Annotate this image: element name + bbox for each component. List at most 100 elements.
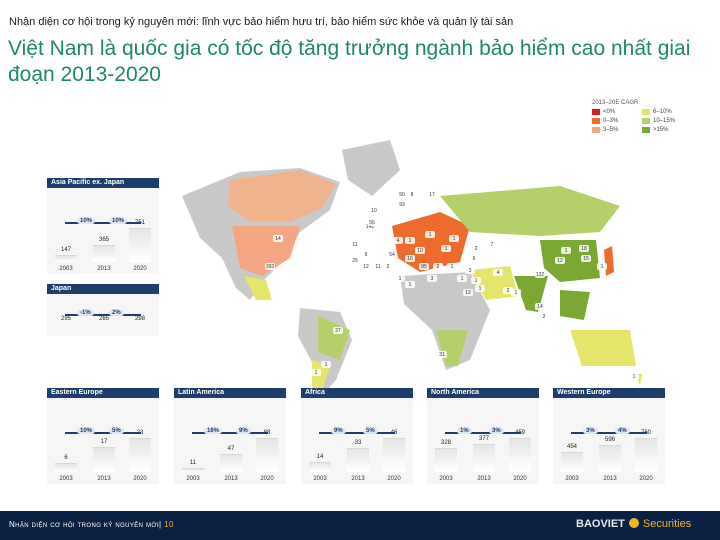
map-value-label: 1: [445, 246, 448, 252]
panel-title: Africa: [301, 388, 413, 398]
panel-chart: 1420033320134620209%5%: [301, 398, 413, 484]
legend-item: 6–10%: [642, 109, 692, 115]
map-label-bg: [397, 201, 407, 208]
panel-value: 377: [478, 436, 489, 443]
panel-value: 365: [98, 237, 109, 244]
map-value-label: 93: [399, 202, 405, 208]
legend-swatch: [592, 109, 600, 115]
panel-year: 2020: [260, 476, 274, 482]
brand-name: BAOVIET: [576, 518, 625, 530]
panel-year: 2013: [224, 476, 238, 482]
map-value-label: 1: [315, 370, 318, 376]
map-value-label: 10: [371, 208, 377, 214]
legend-item: 0–3%: [592, 118, 642, 124]
map-label-bg: [367, 219, 377, 226]
map-japan: [604, 246, 614, 276]
footer-text: Nhận diện cơ hội trong kỷ nguyên mới| 10: [9, 520, 174, 529]
growth-arrow-icon: [65, 432, 141, 434]
map-label-bg: [471, 245, 481, 252]
panel-bar: [347, 447, 369, 472]
growth-rate-badge: 10%: [109, 218, 128, 224]
brand-suffix: Securities: [642, 518, 692, 530]
legend-label: 6–10%: [653, 109, 672, 115]
map-label-bg: [597, 263, 607, 270]
legend-title: 2013–20E CAGR: [592, 100, 639, 106]
map-label-bg: [581, 255, 591, 262]
map-label-bg: [469, 255, 479, 262]
map-label-bg: [311, 369, 321, 376]
map-label-bg: [321, 361, 331, 368]
panel-asia-pacific-ex-japan: Asia Pacific ex. Japan147200336520137512…: [47, 178, 159, 274]
map-value-label: 2: [437, 264, 440, 270]
map-value-label: 7: [491, 242, 494, 248]
map-legend: 2013–20E CAGR <0% 6–10% 0–3% 10–15% 3–5% >15%: [592, 100, 692, 133]
map-label-bg: [487, 241, 497, 248]
map-europe: [392, 212, 470, 272]
map-label-bg: [511, 289, 521, 296]
map-value-label: 2: [507, 288, 510, 294]
map-value-label: 12: [557, 258, 563, 264]
map-label-bg: [475, 285, 485, 292]
growth-rate-badge: 10%: [77, 218, 96, 224]
map-brazil: [318, 316, 350, 360]
panel-bar: [309, 461, 331, 472]
panel-year: 2020: [387, 476, 401, 482]
panel-bar: [55, 255, 77, 262]
growth-rate-badge: 2%: [109, 310, 124, 316]
map-value-label: 393: [266, 264, 275, 270]
growth-rate-badge: 4%: [615, 428, 630, 434]
map-value-label: 13: [465, 290, 471, 296]
map-value-label: 25: [352, 258, 358, 264]
panel-year: 2013: [97, 266, 111, 272]
map-label-bg: [361, 263, 371, 270]
panel-bar: [93, 446, 115, 472]
panel-value: 328: [440, 439, 451, 446]
map-label-bg: [457, 275, 467, 282]
panel-title: Asia Pacific ex. Japan: [47, 178, 159, 188]
growth-rate-badge: 1%: [457, 428, 472, 434]
panel-year: 2003: [186, 476, 200, 482]
map-value-label: 1: [409, 282, 412, 288]
panel-value: 11: [189, 459, 197, 466]
map-value-label: 85: [421, 264, 427, 270]
footer-bar: Nhận diện cơ hội trong kỷ nguyên mới| 10…: [0, 511, 720, 540]
legend-item: 3–5%: [592, 127, 642, 133]
panel-bar: [435, 447, 457, 472]
legend-item: <0%: [592, 109, 642, 115]
brand-mark-icon: [628, 518, 639, 528]
map-label-bg: [579, 245, 589, 252]
map-label-bg: [441, 245, 451, 252]
map-value-label: 6: [473, 256, 476, 262]
map-value-label: 8: [411, 192, 414, 198]
map-label-bg: [493, 269, 503, 276]
map-value-label: 1: [451, 264, 454, 270]
map-value-label: 2: [475, 246, 478, 252]
map-label-bg: [373, 263, 383, 270]
map-value-label: 1: [429, 232, 432, 238]
panel-bar: [55, 463, 77, 472]
panel-title: North America: [427, 388, 539, 398]
map-value-label: 11: [352, 242, 357, 248]
map-label-bg: [415, 247, 425, 254]
map-china: [540, 240, 600, 282]
map-label-bg: [433, 263, 443, 270]
panel-year: 2003: [59, 476, 73, 482]
map-label-bg: [361, 251, 371, 258]
map-label-bg: [555, 257, 565, 264]
growth-rate-badge: 9%: [331, 428, 346, 434]
panel-title: Western Europe: [553, 388, 665, 398]
map-value-label: 31: [439, 352, 445, 358]
panel-bar: [383, 438, 405, 472]
map-value-label: 17: [429, 192, 435, 198]
map-label-bg: [561, 247, 571, 254]
growth-rate-badge: 5%: [109, 428, 124, 434]
map-value-label: 1: [479, 286, 482, 292]
map-value-label: 1: [601, 264, 604, 270]
panel-value: 17: [100, 438, 108, 445]
legend-label: 10–15%: [653, 118, 676, 124]
panel-title: Latin America: [174, 388, 286, 398]
map-label-bg: [463, 289, 473, 296]
map-value-label: 12: [363, 264, 369, 270]
map-value-label: 3: [469, 268, 472, 274]
